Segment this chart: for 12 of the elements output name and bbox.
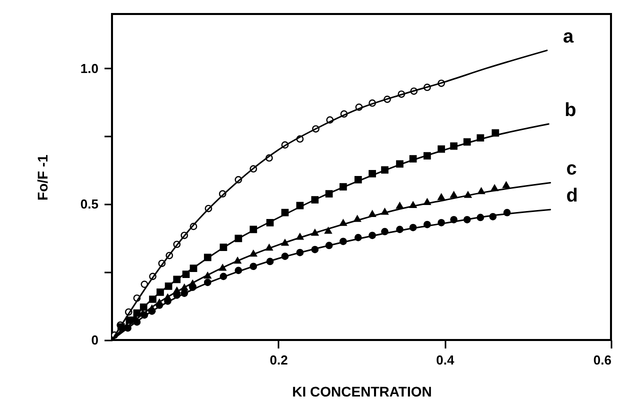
y-tick-label: 0.5 <box>80 196 98 212</box>
y-tick-label: 1.0 <box>80 60 98 76</box>
x-axis-title: KI CONCENTRATION <box>292 384 432 400</box>
y-axis-title: Fo/F -1 <box>34 154 50 200</box>
series-label: a <box>562 26 574 48</box>
series-label: b <box>564 100 576 122</box>
series-label: d <box>566 186 578 207</box>
x-tick-label: 0.4 <box>436 352 455 368</box>
x-tick-label: 0.2 <box>270 352 288 368</box>
series-label: c <box>566 158 578 180</box>
y-tick-label: 0 <box>91 332 98 348</box>
x-tick-label: 0.6 <box>593 352 612 368</box>
